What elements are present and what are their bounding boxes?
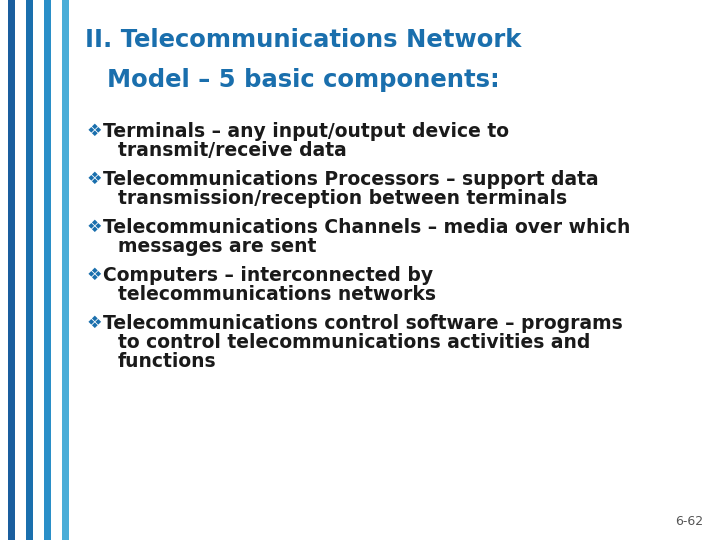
Bar [26, 0, 33, 540]
Bar [54, 0, 59, 540]
Bar [62, 0, 69, 540]
Text: functions: functions [118, 352, 217, 371]
Text: transmit/receive data: transmit/receive data [118, 141, 347, 160]
Text: Telecommunications Channels – media over which: Telecommunications Channels – media over… [103, 218, 631, 237]
Text: II. Telecommunications Network: II. Telecommunications Network [85, 28, 521, 52]
Text: ❖: ❖ [87, 266, 103, 284]
Text: 6-62: 6-62 [675, 515, 703, 528]
Text: ❖: ❖ [87, 218, 103, 236]
Text: to control telecommunications activities and: to control telecommunications activities… [118, 333, 590, 352]
Bar [18, 0, 23, 540]
Text: ❖: ❖ [87, 314, 103, 332]
Bar [44, 0, 51, 540]
Text: telecommunications networks: telecommunications networks [118, 285, 436, 304]
Text: ❖: ❖ [87, 122, 103, 140]
Text: Telecommunications Processors – support data: Telecommunications Processors – support … [103, 170, 598, 189]
Bar [8, 0, 15, 540]
Bar [36, 0, 41, 540]
Text: transmission/reception between terminals: transmission/reception between terminals [118, 189, 567, 208]
Text: messages are sent: messages are sent [118, 237, 316, 256]
Text: Model – 5 basic components:: Model – 5 basic components: [107, 68, 500, 92]
Text: Computers – interconnected by: Computers – interconnected by [103, 266, 433, 285]
Text: ❖: ❖ [87, 170, 103, 188]
Text: Telecommunications control software – programs: Telecommunications control software – pr… [103, 314, 623, 333]
Text: Terminals – any input/output device to: Terminals – any input/output device to [103, 122, 509, 141]
